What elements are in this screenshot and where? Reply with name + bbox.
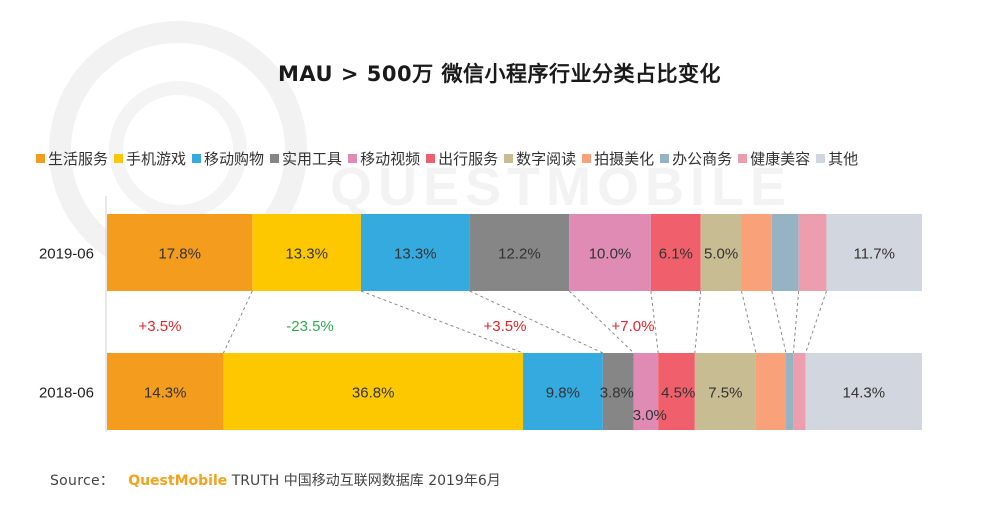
data-label: 17.8% (158, 246, 201, 263)
change-annotation: +7.0% (612, 318, 655, 335)
bar-segment (107, 353, 224, 430)
legend-swatch (270, 154, 280, 163)
legend-swatch (582, 154, 592, 163)
connector-line (741, 290, 757, 354)
bar-segment (360, 214, 470, 291)
data-label: 14.3% (843, 385, 886, 402)
legend-swatch (36, 154, 45, 163)
legend-item: 办公商务 (660, 148, 732, 169)
legend-item: 出行服务 (426, 148, 498, 169)
connector-line (568, 290, 635, 354)
legend-item: 移动视频 (348, 148, 420, 169)
data-label: 4.5% (661, 385, 695, 402)
data-label: 7.5% (708, 385, 742, 402)
legend-label: 移动购物 (204, 150, 265, 168)
legend-item: 生活服务 (36, 148, 108, 169)
data-label: 10.0% (589, 246, 632, 263)
legend-item: 其他 (816, 148, 858, 169)
connector-line (694, 290, 702, 354)
svg-text:QUESTMOBILE: QUESTMOBILE (330, 157, 792, 217)
data-label: 3.8% (600, 385, 634, 402)
category-label: 2018-06 (39, 385, 94, 402)
legend-label: 办公商务 (672, 150, 733, 168)
bar-segment (694, 353, 756, 430)
data-label: 11.7% (853, 246, 894, 263)
legend-swatch (348, 154, 358, 163)
source-text: TRUTH 中国移动互联网数据库 2019年6月 (231, 473, 501, 489)
data-label: 6.1% (659, 246, 693, 263)
bar-segment (786, 353, 794, 430)
bar-segment (755, 353, 787, 430)
bar-segment (805, 353, 922, 430)
legend-swatch (738, 154, 748, 163)
legend-swatch (114, 154, 124, 163)
bar-segment (798, 214, 827, 291)
connector-line (650, 290, 659, 354)
source-brand: QuestMobile (128, 473, 228, 489)
bar-segment (741, 214, 772, 291)
legend-label: 移动视频 (360, 150, 421, 168)
legend-item: 实用工具 (270, 148, 342, 169)
legend-item: 移动购物 (192, 148, 264, 169)
legend-item: 手机游戏 (114, 148, 186, 169)
bar-segment (252, 214, 361, 291)
legend-swatch (192, 154, 202, 163)
legend-item: 数字阅读 (504, 148, 576, 169)
bar-segment (633, 353, 659, 430)
bar-segment (107, 214, 253, 291)
connector-line (771, 290, 787, 354)
legend-label: 出行服务 (438, 150, 499, 168)
legend-swatch (660, 154, 670, 163)
legend-label: 健康美容 (750, 150, 811, 168)
data-label: 12.2% (498, 246, 541, 263)
bar-segment (223, 353, 524, 430)
bar-segment (700, 214, 742, 291)
bar-segment (650, 214, 701, 291)
legend-label: 其他 (828, 150, 859, 168)
legend-label: 数字阅读 (516, 150, 577, 168)
bar-segment (658, 353, 695, 430)
legend-label: 生活服务 (48, 150, 109, 168)
change-annotation: +3.5% (484, 318, 527, 335)
connector-line (360, 290, 524, 354)
connector-line (469, 290, 604, 354)
connector-line (805, 290, 827, 354)
legend-swatch (504, 154, 514, 163)
connector-line (792, 290, 800, 354)
change-annotation: +3.5% (139, 318, 182, 335)
legend-item: 健康美容 (738, 148, 810, 169)
legend-swatch (426, 154, 436, 163)
legend-swatch (816, 154, 826, 163)
legend-item: 拍摄美化 (582, 148, 654, 169)
chart-title: MAU > 500万 微信小程序行业分类占比变化 (278, 62, 721, 86)
data-label: 36.8% (352, 385, 395, 402)
source-line: Source： QuestMobile TRUTH 中国移动互联网数据库 2019… (50, 470, 501, 490)
bar-segment (523, 353, 603, 430)
legend-label: 拍摄美化 (594, 150, 655, 168)
bar-segment (826, 214, 922, 291)
data-label: 5.0% (704, 246, 738, 263)
bar-segment (569, 214, 651, 291)
legend-label: 实用工具 (282, 150, 343, 168)
bar-segment (602, 353, 634, 430)
bar-segment (771, 214, 799, 291)
category-label: 2019-06 (39, 246, 94, 263)
bar-segment (469, 214, 570, 291)
data-label: 13.3% (285, 246, 328, 263)
data-label: 9.8% (546, 385, 580, 402)
data-label: 14.3% (144, 385, 187, 402)
bar-segment (793, 353, 806, 430)
source-prefix: Source： (50, 473, 115, 489)
legend: 生活服务 手机游戏 移动购物 实用工具 移动视频 出行服务 数字阅读 拍摄美化 办公商务 健康美容… (36, 148, 986, 169)
connector-line (222, 290, 253, 354)
legend-label: 手机游戏 (126, 150, 187, 168)
change-annotation: -23.5% (286, 318, 334, 335)
data-label: 3.0% (633, 407, 667, 424)
data-label: 13.3% (394, 246, 437, 263)
